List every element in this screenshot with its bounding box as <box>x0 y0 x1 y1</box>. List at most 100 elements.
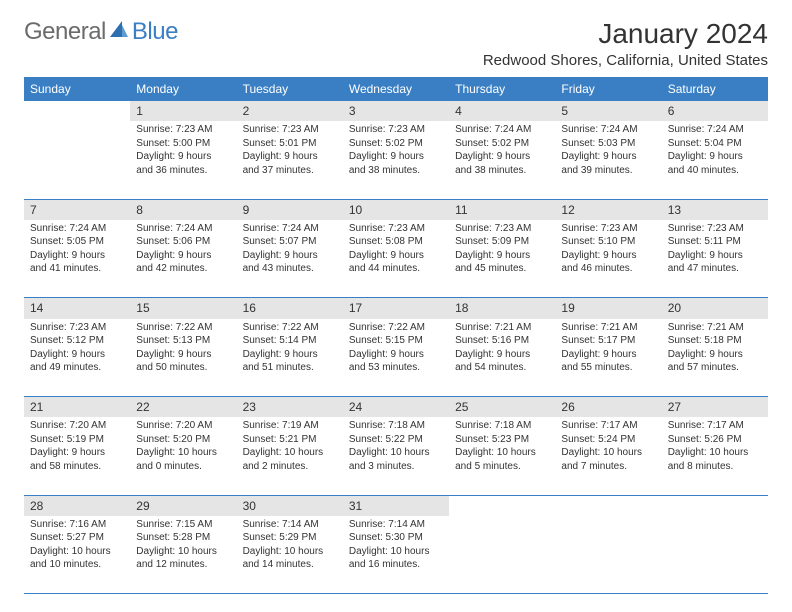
sunset-line: Sunset: 5:22 PM <box>349 433 443 447</box>
day-header: Tuesday <box>237 77 343 101</box>
sunset-line: Sunset: 5:30 PM <box>349 531 443 545</box>
daylight-line: Daylight: 9 hours and 42 minutes. <box>136 249 230 276</box>
daynum-cell <box>662 495 768 516</box>
daynum-cell: 22 <box>130 397 236 418</box>
daylight-line: Daylight: 9 hours and 37 minutes. <box>243 150 337 177</box>
sunrise-line: Sunrise: 7:24 AM <box>136 222 230 236</box>
day-cell-body: Sunrise: 7:18 AMSunset: 5:22 PMDaylight:… <box>343 417 449 477</box>
sunrise-line: Sunrise: 7:21 AM <box>668 321 762 335</box>
sunrise-line: Sunrise: 7:23 AM <box>349 222 443 236</box>
daylight-line: Daylight: 9 hours and 47 minutes. <box>668 249 762 276</box>
day-cell: Sunrise: 7:16 AMSunset: 5:27 PMDaylight:… <box>24 516 130 594</box>
daynum-cell: 12 <box>555 199 661 220</box>
sunset-line: Sunset: 5:10 PM <box>561 235 655 249</box>
daylight-line: Daylight: 10 hours and 7 minutes. <box>561 446 655 473</box>
sunset-line: Sunset: 5:09 PM <box>455 235 549 249</box>
sunset-line: Sunset: 5:28 PM <box>136 531 230 545</box>
day-number: 10 <box>343 200 449 220</box>
daynum-cell: 9 <box>237 199 343 220</box>
daynum-cell <box>555 495 661 516</box>
sunset-line: Sunset: 5:15 PM <box>349 334 443 348</box>
sunrise-line: Sunrise: 7:21 AM <box>561 321 655 335</box>
day-cell: Sunrise: 7:23 AMSunset: 5:00 PMDaylight:… <box>130 121 236 199</box>
day-number: 7 <box>24 200 130 220</box>
daynum-cell: 25 <box>449 397 555 418</box>
daynum-cell: 24 <box>343 397 449 418</box>
sunrise-line: Sunrise: 7:15 AM <box>136 518 230 532</box>
calendar-page: General Blue January 2024 Redwood Shores… <box>0 0 792 604</box>
day-number: 24 <box>343 397 449 417</box>
daynum-cell: 6 <box>662 101 768 121</box>
day-number: 31 <box>343 496 449 516</box>
daynum-cell: 18 <box>449 298 555 319</box>
daynum-cell: 14 <box>24 298 130 319</box>
sunset-line: Sunset: 5:03 PM <box>561 137 655 151</box>
daylight-line: Daylight: 10 hours and 8 minutes. <box>668 446 762 473</box>
header: General Blue January 2024 Redwood Shores… <box>24 18 768 69</box>
daynum-cell: 31 <box>343 495 449 516</box>
day-number: 19 <box>555 298 661 318</box>
day-number: 27 <box>662 397 768 417</box>
daylight-line: Daylight: 9 hours and 54 minutes. <box>455 348 549 375</box>
day-header: Thursday <box>449 77 555 101</box>
day-number: 20 <box>662 298 768 318</box>
day-cell: Sunrise: 7:23 AMSunset: 5:09 PMDaylight:… <box>449 220 555 298</box>
day-number <box>449 496 555 516</box>
day-cell-body <box>555 516 661 522</box>
week-row: Sunrise: 7:16 AMSunset: 5:27 PMDaylight:… <box>24 516 768 594</box>
sunrise-line: Sunrise: 7:18 AM <box>455 419 549 433</box>
daylight-line: Daylight: 10 hours and 0 minutes. <box>136 446 230 473</box>
day-cell: Sunrise: 7:22 AMSunset: 5:14 PMDaylight:… <box>237 319 343 397</box>
sunrise-line: Sunrise: 7:17 AM <box>668 419 762 433</box>
sunset-line: Sunset: 5:17 PM <box>561 334 655 348</box>
sunrise-line: Sunrise: 7:20 AM <box>30 419 124 433</box>
daylight-line: Daylight: 10 hours and 10 minutes. <box>30 545 124 572</box>
day-cell-body: Sunrise: 7:21 AMSunset: 5:17 PMDaylight:… <box>555 319 661 379</box>
day-number: 18 <box>449 298 555 318</box>
daynum-cell: 11 <box>449 199 555 220</box>
day-cell: Sunrise: 7:23 AMSunset: 5:12 PMDaylight:… <box>24 319 130 397</box>
day-cell: Sunrise: 7:17 AMSunset: 5:26 PMDaylight:… <box>662 417 768 495</box>
day-header: Saturday <box>662 77 768 101</box>
daynum-cell: 17 <box>343 298 449 319</box>
daylight-line: Daylight: 10 hours and 5 minutes. <box>455 446 549 473</box>
daylight-line: Daylight: 9 hours and 44 minutes. <box>349 249 443 276</box>
sunset-line: Sunset: 5:26 PM <box>668 433 762 447</box>
daynum-cell: 26 <box>555 397 661 418</box>
daylight-line: Daylight: 9 hours and 43 minutes. <box>243 249 337 276</box>
daynum-cell: 27 <box>662 397 768 418</box>
daylight-line: Daylight: 9 hours and 50 minutes. <box>136 348 230 375</box>
day-cell-body <box>449 516 555 522</box>
day-number: 9 <box>237 200 343 220</box>
sunrise-line: Sunrise: 7:23 AM <box>243 123 337 137</box>
day-cell-body: Sunrise: 7:21 AMSunset: 5:16 PMDaylight:… <box>449 319 555 379</box>
day-cell-body: Sunrise: 7:18 AMSunset: 5:23 PMDaylight:… <box>449 417 555 477</box>
month-title: January 2024 <box>483 18 768 50</box>
sunrise-line: Sunrise: 7:22 AM <box>349 321 443 335</box>
daylight-line: Daylight: 9 hours and 41 minutes. <box>30 249 124 276</box>
daylight-line: Daylight: 9 hours and 45 minutes. <box>455 249 549 276</box>
sunrise-line: Sunrise: 7:23 AM <box>668 222 762 236</box>
sunset-line: Sunset: 5:08 PM <box>349 235 443 249</box>
day-cell: Sunrise: 7:21 AMSunset: 5:18 PMDaylight:… <box>662 319 768 397</box>
sunset-line: Sunset: 5:24 PM <box>561 433 655 447</box>
day-number: 8 <box>130 200 236 220</box>
day-cell: Sunrise: 7:20 AMSunset: 5:20 PMDaylight:… <box>130 417 236 495</box>
daynum-cell: 21 <box>24 397 130 418</box>
day-number: 30 <box>237 496 343 516</box>
day-cell-body: Sunrise: 7:22 AMSunset: 5:13 PMDaylight:… <box>130 319 236 379</box>
sunset-line: Sunset: 5:02 PM <box>349 137 443 151</box>
sunrise-line: Sunrise: 7:22 AM <box>136 321 230 335</box>
day-number: 5 <box>555 101 661 121</box>
day-cell: Sunrise: 7:14 AMSunset: 5:30 PMDaylight:… <box>343 516 449 594</box>
daynum-cell: 30 <box>237 495 343 516</box>
day-cell-body: Sunrise: 7:24 AMSunset: 5:02 PMDaylight:… <box>449 121 555 181</box>
day-cell-body: Sunrise: 7:24 AMSunset: 5:07 PMDaylight:… <box>237 220 343 280</box>
daynum-row: 123456 <box>24 101 768 121</box>
day-number <box>662 496 768 516</box>
daynum-cell: 29 <box>130 495 236 516</box>
day-cell <box>449 516 555 594</box>
daylight-line: Daylight: 9 hours and 58 minutes. <box>30 446 124 473</box>
sunrise-line: Sunrise: 7:23 AM <box>136 123 230 137</box>
daynum-cell: 15 <box>130 298 236 319</box>
